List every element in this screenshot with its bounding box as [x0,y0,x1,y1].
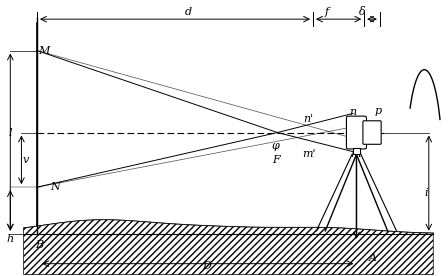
Text: N: N [50,182,60,192]
Text: p: p [374,106,381,116]
Text: l: l [9,128,12,137]
Text: D: D [202,261,211,271]
Text: h: h [7,234,14,244]
Text: φ: φ [271,141,279,151]
FancyBboxPatch shape [353,148,360,154]
Text: m': m' [302,149,315,160]
Text: n': n' [304,114,314,124]
Text: n: n [349,107,357,117]
FancyBboxPatch shape [346,116,366,149]
Text: δ: δ [359,7,366,17]
Text: m: m [350,149,361,160]
Text: d: d [185,7,192,17]
Text: M: M [38,46,49,55]
Text: v: v [23,155,29,165]
Text: F: F [273,155,280,165]
FancyBboxPatch shape [363,121,381,144]
Text: B: B [35,240,43,250]
Text: A: A [369,253,377,263]
Polygon shape [24,220,433,275]
Text: i: i [425,188,428,198]
Text: f: f [324,7,328,17]
